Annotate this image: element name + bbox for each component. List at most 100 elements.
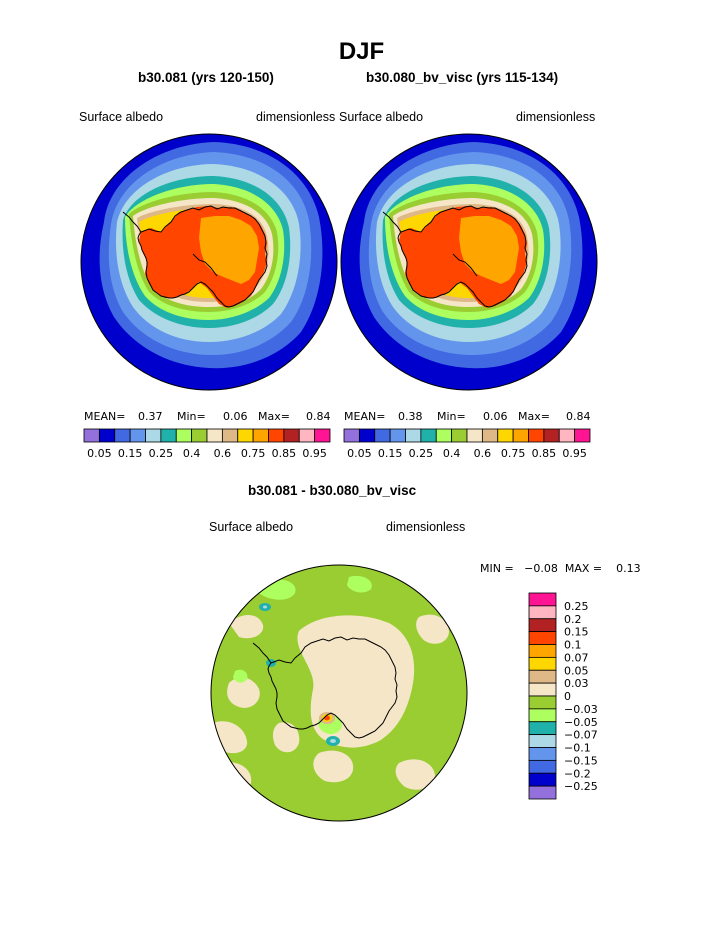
colorbar-tick-label: 0.2 — [564, 613, 582, 626]
colorbar-swatch — [528, 656, 557, 671]
colorbar-swatch — [129, 428, 146, 443]
difference-units: dimensionless — [386, 520, 466, 534]
colorbar-swatch — [528, 631, 557, 645]
colorbar-tick-label: 0.85 — [532, 447, 557, 460]
colorbar-swatch — [528, 669, 557, 684]
colorbar-tick-label: 0.25 — [564, 600, 589, 613]
panel-left-variable: Surface albedo — [79, 110, 164, 124]
panel-right-title: b30.080_bv_visc (yrs 115-134) — [366, 70, 559, 85]
colorbar-difference — [528, 592, 557, 800]
colorbar-tick-label: 0.15 — [118, 447, 143, 460]
colorbar-swatch — [191, 428, 208, 443]
colorbar-swatch — [528, 747, 557, 761]
colorbar-tick-label: 0.75 — [241, 447, 266, 460]
colorbar-swatch — [83, 428, 100, 443]
colorbar-swatch — [175, 428, 193, 443]
colorbar-swatch — [528, 759, 557, 774]
panel-left-min: 0.06 — [223, 410, 248, 423]
colorbar-tick-label: −0.05 — [564, 716, 598, 729]
colorbar-tick-label: −0.03 — [564, 703, 598, 716]
colorbar-swatch — [268, 428, 285, 443]
colorbar-swatch — [528, 785, 557, 800]
colorbar-swatch — [528, 721, 557, 736]
colorbar-swatch — [558, 428, 576, 443]
difference-variable: Surface albedo — [209, 520, 294, 534]
page-title: DJF — [338, 38, 385, 65]
colorbar-swatch — [528, 682, 557, 697]
colorbar-tick-label: 0.1 — [564, 639, 582, 652]
map-left — [80, 133, 338, 391]
colorbar-tick-label: 0.85 — [272, 447, 297, 460]
panel-right-min-label: Min= — [437, 410, 466, 423]
difference-title: b30.081 - b30.080_bv_visc — [248, 483, 417, 498]
colorbar-tick-label: 0.6 — [214, 447, 232, 460]
panel-right-max: 0.84 — [566, 410, 591, 423]
panel-right-max-label: Max= — [518, 410, 550, 423]
difference-stats: MIN = −0.08 MAX = 0.13 — [480, 562, 641, 575]
panel-left-max: 0.84 — [306, 410, 331, 423]
colorbar-swatch — [481, 428, 499, 443]
panel-right-mean-label: MEAN= — [344, 410, 386, 423]
colorbar-tick-label: 0.15 — [378, 447, 403, 460]
colorbar-tick-label: 0.95 — [302, 447, 327, 460]
panel-right-units: dimensionless — [516, 110, 596, 124]
colorbar-tick-label: −0.1 — [564, 742, 591, 755]
colorbar-tick-label: 0.05 — [564, 664, 589, 677]
colorbar-swatch — [389, 428, 406, 443]
panel-right-variable: Surface albedo — [339, 110, 424, 124]
colorbar-swatch — [206, 428, 223, 443]
colorbar-tick-label: −0.2 — [564, 767, 591, 780]
colorbar-swatch — [528, 644, 557, 658]
colorbar-swatch — [528, 708, 557, 723]
colorbar-swatch — [528, 695, 557, 710]
colorbar-swatch — [145, 428, 162, 443]
panel-left-max-label: Max= — [258, 410, 290, 423]
colorbar-tick-label: 0.03 — [564, 677, 589, 690]
colorbar-tick-label: 0.25 — [149, 447, 174, 460]
colorbar-tick-label: 0 — [564, 690, 571, 703]
colorbar-tick-label: 0.4 — [443, 447, 461, 460]
colorbar-swatch — [298, 428, 316, 443]
colorbar-swatch — [451, 428, 468, 443]
colorbar-swatch — [221, 428, 239, 443]
colorbar-swatch — [528, 772, 557, 787]
colorbar-tick-label: 0.95 — [562, 447, 587, 460]
colorbar-swatch — [497, 428, 514, 443]
colorbar-swatch — [543, 428, 560, 443]
colorbar-left — [83, 428, 331, 443]
colorbar-swatch — [528, 618, 557, 633]
colorbar-tick-label: 0.6 — [474, 447, 492, 460]
colorbar-swatch — [405, 428, 422, 443]
colorbar-tick-label: 0.25 — [409, 447, 434, 460]
colorbar-swatch — [512, 428, 529, 443]
colorbar-right — [343, 428, 591, 443]
panel-left-mean: 0.37 — [138, 410, 163, 423]
colorbar-swatch — [528, 605, 557, 620]
colorbar-swatch — [98, 428, 116, 443]
colorbar-tick-label: 0.07 — [564, 651, 589, 664]
colorbar-swatch — [528, 428, 545, 443]
colorbar-left-labels: 0.05 0.15 0.25 0.4 0.6 0.75 0.85 0.95 — [87, 447, 327, 460]
colorbar-swatch — [528, 592, 557, 607]
colorbar-tick-label: 0.15 — [564, 626, 589, 639]
colorbar-swatch — [283, 428, 300, 443]
panel-right-mean: 0.38 — [398, 410, 423, 423]
colorbar-swatch — [374, 428, 391, 443]
colorbar-swatch — [574, 428, 591, 443]
panel-left-title: b30.081 (yrs 120-150) — [138, 70, 274, 85]
panel-left-min-label: Min= — [177, 410, 206, 423]
panel-left-mean-label: MEAN= — [84, 410, 126, 423]
colorbar-tick-label: 0.05 — [347, 447, 372, 460]
colorbar-swatch — [358, 428, 376, 443]
colorbar-difference-labels: 0.250.20.150.10.070.050.030−0.03−0.05 −0.… — [564, 600, 598, 793]
colorbar-swatch — [314, 428, 331, 443]
colorbar-swatch — [114, 428, 131, 443]
colorbar-swatch — [343, 428, 360, 443]
panel-left-units: dimensionless — [256, 110, 336, 124]
colorbar-swatch — [528, 734, 557, 748]
colorbar-tick-label: 0.4 — [183, 447, 201, 460]
colorbar-tick-label: −0.15 — [564, 754, 598, 767]
colorbar-tick-label: 0.75 — [501, 447, 526, 460]
colorbar-swatch — [252, 428, 269, 443]
colorbar-tick-label: −0.25 — [564, 780, 598, 793]
